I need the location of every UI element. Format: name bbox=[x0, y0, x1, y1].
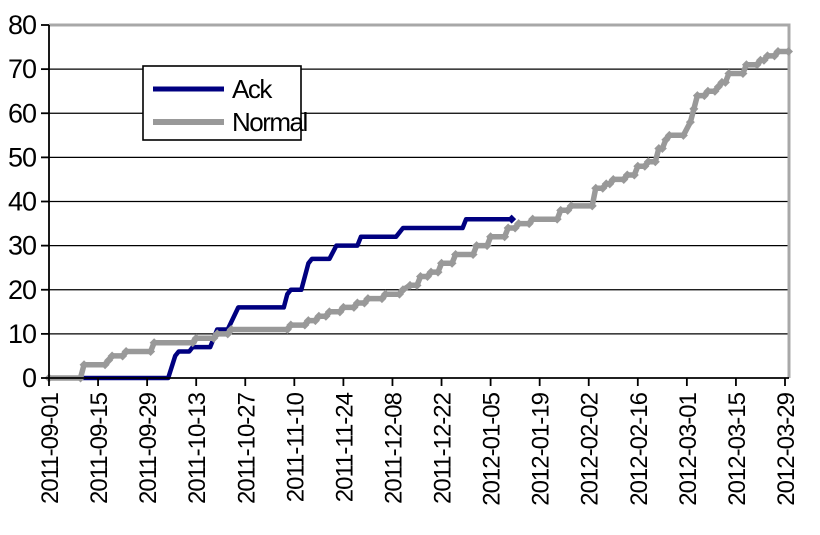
marker-normal bbox=[692, 91, 702, 101]
x-tick-label-15: 2012-03-29 bbox=[773, 392, 800, 505]
x-tick-label-8: 2011-12-22 bbox=[430, 392, 457, 504]
axes bbox=[41, 24, 789, 386]
marker-normal bbox=[678, 130, 688, 140]
marker-normal bbox=[363, 294, 373, 304]
y-tick-label-30: 30 bbox=[8, 231, 36, 261]
marker-normal bbox=[643, 157, 653, 167]
series-line-ack bbox=[46, 216, 514, 381]
plot-border bbox=[49, 23, 791, 378]
marker-normal bbox=[79, 360, 89, 370]
series-lines bbox=[44, 46, 794, 383]
marker-normal bbox=[146, 347, 156, 357]
marker-normal bbox=[149, 338, 159, 348]
marker-normal bbox=[724, 69, 734, 79]
marker-normal bbox=[591, 183, 601, 193]
marker-normal bbox=[416, 272, 426, 282]
marker-normal bbox=[412, 280, 422, 290]
marker-normal bbox=[451, 249, 461, 259]
marker-normal bbox=[762, 51, 772, 61]
marker-normal bbox=[657, 144, 667, 154]
marker-normal bbox=[587, 201, 597, 211]
y-tick-label-0: 0 bbox=[22, 363, 36, 393]
marker-normal bbox=[622, 170, 632, 180]
x-tick-label-0: 2011-09-01 bbox=[37, 392, 64, 504]
y-tick-label-40: 40 bbox=[8, 187, 36, 217]
marker-normal bbox=[703, 86, 713, 96]
marker-normal bbox=[741, 60, 751, 70]
marker-normal bbox=[664, 130, 674, 140]
marker-normal bbox=[352, 298, 362, 308]
marker-normal bbox=[314, 311, 324, 321]
marker-normal bbox=[468, 249, 478, 259]
x-tick-label-6: 2011-11-24 bbox=[331, 392, 358, 502]
y-tick-label-10: 10 bbox=[8, 319, 36, 349]
y-tick-label-80: 80 bbox=[8, 10, 36, 40]
y-tick-label-70: 70 bbox=[8, 54, 36, 84]
x-tick-label-10: 2012-01-19 bbox=[528, 392, 555, 505]
marker-normal bbox=[437, 258, 447, 268]
marker-normal bbox=[380, 289, 390, 299]
marker-normal bbox=[472, 241, 482, 251]
marker-normal bbox=[738, 69, 748, 79]
x-tick-label-2: 2011-09-29 bbox=[135, 392, 162, 504]
x-tick-label-7: 2011-12-08 bbox=[380, 392, 407, 504]
x-tick-label-13: 2012-03-01 bbox=[675, 392, 702, 505]
x-axis-labels: 2011-09-01 2011-09-15 2011-09-29 2011-10-13… bbox=[37, 392, 800, 505]
legend-label-ack: Ack bbox=[232, 74, 273, 104]
marker-normal bbox=[689, 104, 699, 114]
marker-normal bbox=[433, 267, 443, 277]
marker-normal bbox=[426, 267, 436, 277]
marker-normal bbox=[566, 201, 576, 211]
marker-normal bbox=[482, 241, 492, 251]
marker-normal bbox=[303, 316, 313, 326]
marker-normal bbox=[556, 205, 566, 215]
marker-normal bbox=[447, 258, 457, 268]
x-tick-label-4: 2011-10-27 bbox=[233, 392, 260, 504]
x-tick-label-9: 2012-01-05 bbox=[479, 392, 506, 505]
end-marker-ack bbox=[507, 214, 517, 224]
legend-label-normal: Normal bbox=[232, 107, 308, 137]
marker-normal bbox=[773, 46, 783, 56]
marker-normal bbox=[107, 351, 117, 361]
y-tick-label-20: 20 bbox=[8, 275, 36, 305]
marker-normal bbox=[398, 285, 408, 295]
x-tick-label-12: 2012-02-16 bbox=[626, 392, 653, 505]
marker-normal bbox=[121, 347, 131, 357]
x-tick-label-14: 2012-03-15 bbox=[724, 392, 751, 505]
legend: Ack Normal bbox=[142, 65, 309, 141]
marker-normal bbox=[226, 324, 236, 334]
marker-normal bbox=[191, 333, 201, 343]
marker-normal bbox=[286, 320, 296, 330]
gridlines bbox=[49, 68, 789, 335]
marker-normal bbox=[324, 307, 334, 317]
marker-normal bbox=[720, 77, 730, 87]
legend-box bbox=[142, 65, 302, 141]
y-tick-label-60: 60 bbox=[8, 98, 36, 128]
x-tick-label-5: 2011-11-10 bbox=[282, 392, 309, 502]
marker-normal bbox=[633, 161, 643, 171]
marker-normal bbox=[608, 174, 618, 184]
marker-normal bbox=[685, 117, 695, 127]
marker-normal bbox=[784, 46, 794, 56]
marker-normal bbox=[212, 329, 222, 339]
marker-normal bbox=[650, 157, 660, 167]
marker-normal bbox=[405, 280, 415, 290]
marker-normal bbox=[528, 214, 538, 224]
marker-normal bbox=[486, 232, 496, 242]
marker-normal bbox=[552, 214, 562, 224]
marker-normal bbox=[500, 232, 510, 242]
x-tick-label-3: 2011-10-13 bbox=[184, 392, 211, 504]
marker-normal bbox=[629, 170, 639, 180]
y-tick-label-50: 50 bbox=[8, 142, 36, 172]
marker-normal bbox=[338, 302, 348, 312]
y-axis-labels: 0 10 20 30 40 50 60 70 80 bbox=[8, 10, 37, 393]
x-tick-label-11: 2012-02-02 bbox=[577, 392, 604, 505]
marker-normal bbox=[503, 223, 513, 233]
marker-normal bbox=[514, 219, 524, 229]
x-tick-label-1: 2011-09-15 bbox=[86, 392, 113, 504]
